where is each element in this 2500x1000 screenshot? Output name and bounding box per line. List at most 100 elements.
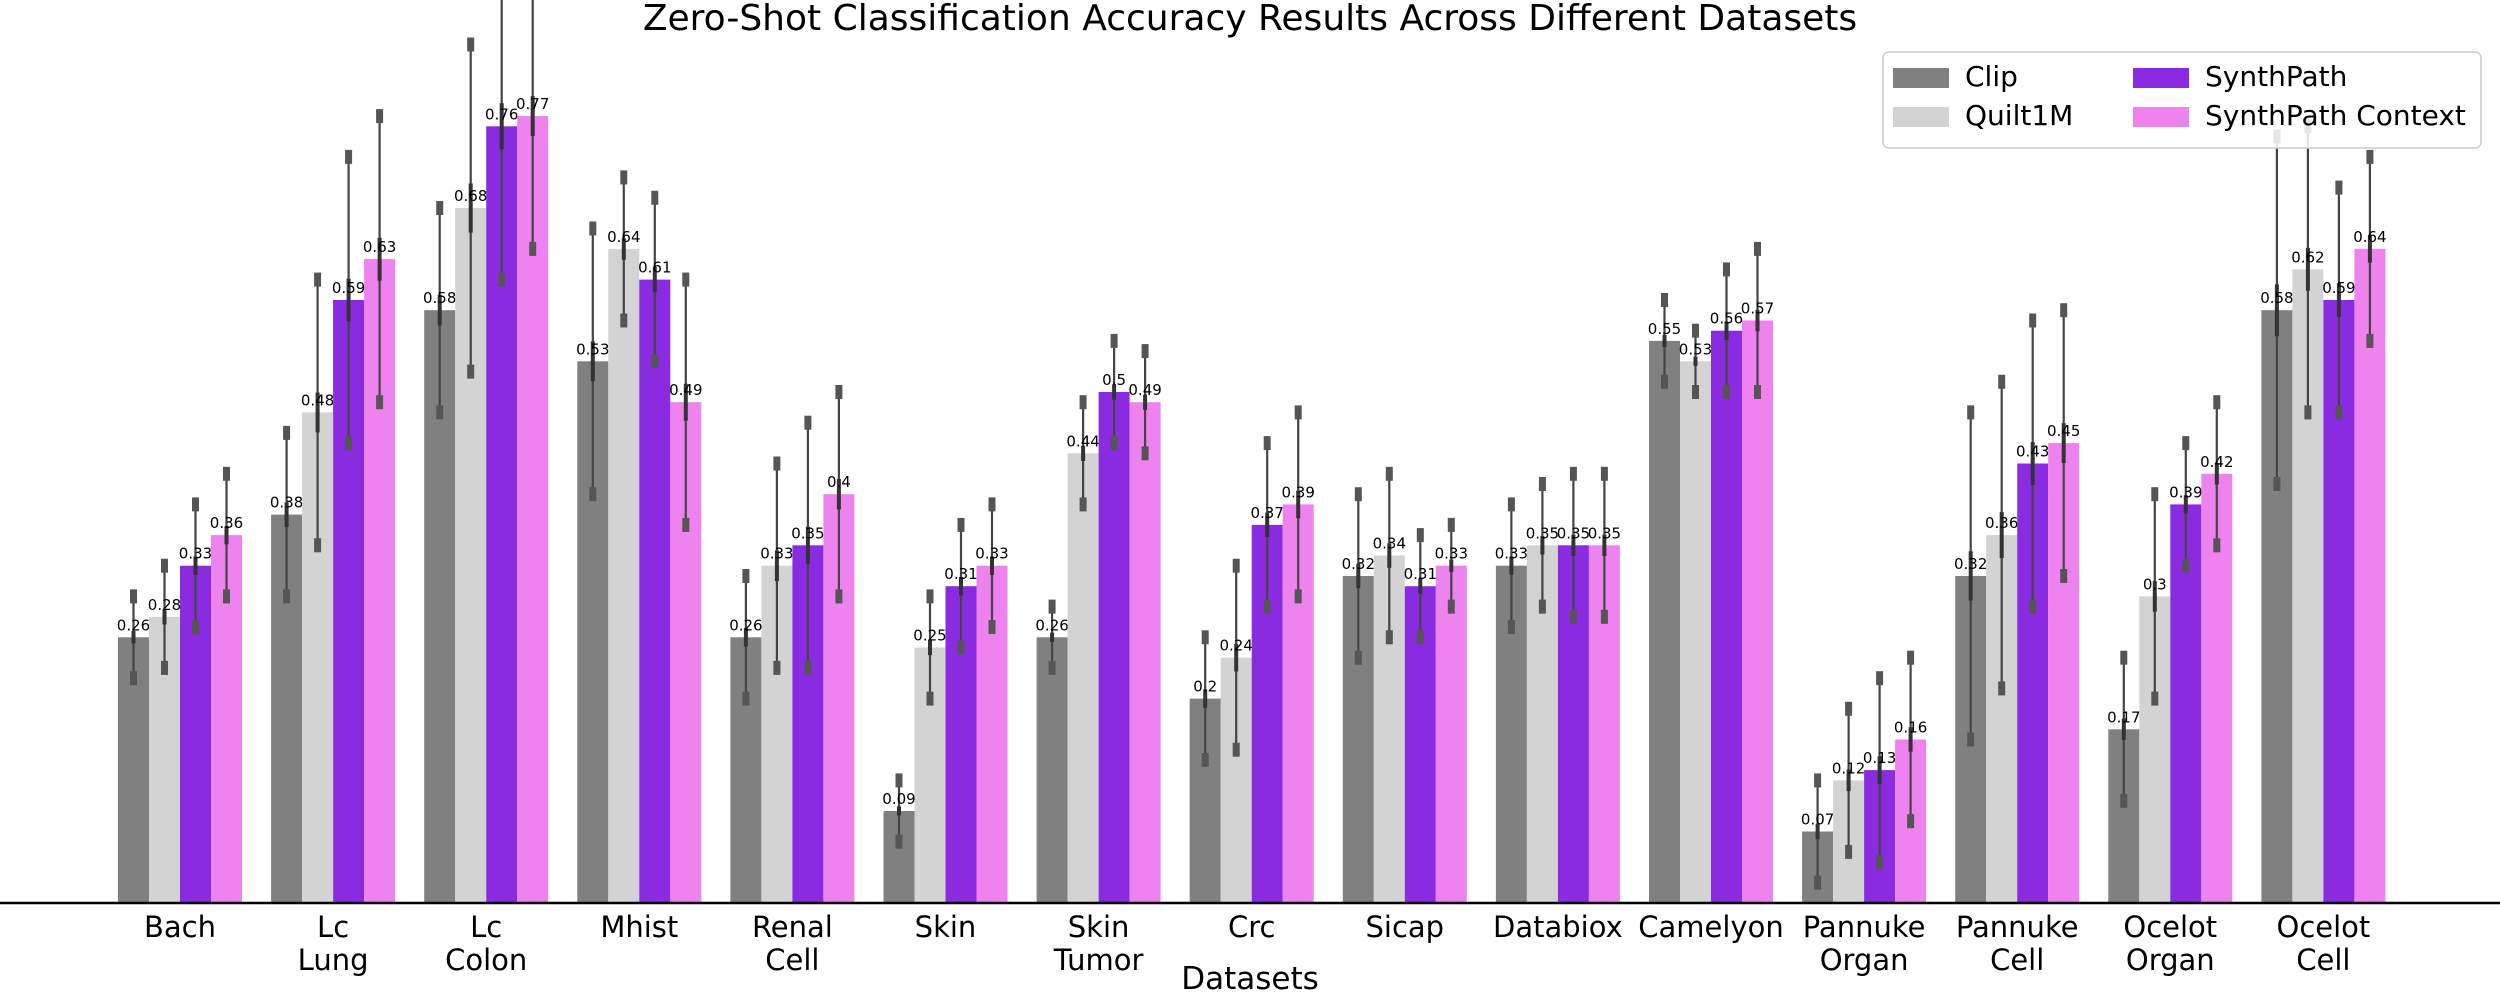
x-tick-label-pannuke-cell-1: Cell: [1990, 943, 2044, 977]
error-cap-top-lc-lung-0: [283, 425, 291, 440]
error-cap-top-bach-1: [161, 558, 168, 573]
x-tick-label-ocelot-cell-0: Ocelot: [2277, 910, 2371, 944]
error-cap-bottom-skin-2: [957, 640, 965, 655]
data-label-lc-colon-3: 0.77: [516, 95, 549, 113]
data-label-skin-3: 0.33: [975, 545, 1008, 563]
data-label-renal-cell-1: 0.33: [760, 545, 793, 563]
error-cap-bottom-pannuke-organ-0: [1814, 875, 1822, 890]
data-label-pannuke-organ-2: 0.13: [1863, 749, 1896, 767]
x-tick-label-lc-lung-1: Lung: [298, 943, 369, 977]
error-cap-bottom-ocelot-cell-1: [2304, 405, 2312, 420]
error-cap-top-lc-colon-1: [467, 37, 475, 52]
error-cap-bottom-databiox-1: [1538, 599, 1546, 614]
error-cap-bottom-ocelot-organ-1: [2151, 691, 2159, 706]
error-cap-top-sicap-3: [1447, 517, 1455, 532]
x-tick-label-skin-0: Skin: [915, 910, 977, 944]
error-cap-bottom-lc-colon-3: [529, 241, 537, 256]
error-cap-top-bach-3: [223, 466, 230, 481]
x-tick-label-lc-colon-1: Colon: [445, 943, 527, 977]
error-cap-top-lc-lung-3: [376, 109, 384, 124]
error-cap-top-pannuke-organ-0: [1814, 773, 1822, 788]
data-label-camelyon-0: 0.55: [1648, 320, 1681, 338]
legend-label-1: Quilt1M: [1965, 99, 2073, 132]
bar-ocelot-cell-3: [2354, 248, 2386, 903]
error-cap-top-ocelot-organ-2: [2182, 436, 2190, 451]
error-cap-top-skin-tumor-1: [1079, 395, 1087, 410]
error-cap-top-pannuke-cell-3: [2060, 303, 2068, 318]
data-label-skin-tumor-0: 0.26: [1035, 616, 1068, 634]
error-cap-bottom-camelyon-1: [1692, 385, 1699, 399]
data-label-ocelot-organ-0: 0.17: [2107, 708, 2140, 726]
data-label-pannuke-cell-2: 0.43: [2016, 443, 2049, 461]
x-tick-label-sicap-0: Sicap: [1366, 910, 1445, 944]
error-cap-bottom-lc-colon-2: [498, 272, 506, 287]
bar-skin-tumor-1: [1067, 453, 1099, 903]
error-cap-top-camelyon-2: [1723, 262, 1730, 277]
x-tick-label-renal-cell-1: Cell: [765, 943, 819, 977]
error-cap-top-skin-0: [895, 773, 903, 788]
error-cap-bottom-renal-cell-1: [773, 660, 781, 675]
data-label-ocelot-cell-0: 0.58: [2260, 289, 2293, 307]
error-cap-bottom-pannuke-organ-2: [1876, 855, 1884, 870]
error-cap-top-pannuke-cell-2: [2029, 313, 2037, 328]
data-label-renal-cell-2: 0.35: [791, 524, 824, 542]
data-label-lc-lung-1: 0.48: [301, 391, 334, 409]
bar-sicap-3: [1435, 565, 1467, 903]
error-cap-bottom-camelyon-3: [1754, 385, 1761, 399]
error-cap-bottom-skin-tumor-1: [1079, 497, 1087, 512]
error-cap-bottom-ocelot-cell-0: [2273, 477, 2281, 491]
data-label-pannuke-cell-0: 0.32: [1954, 555, 1987, 573]
error-cap-top-crc-2: [1263, 436, 1271, 451]
data-label-databiox-0: 0.33: [1495, 545, 1528, 563]
x-tick-label-bach-0: Bach: [144, 910, 216, 944]
data-label-camelyon-1: 0.53: [1679, 340, 1712, 358]
data-label-pannuke-organ-0: 0.07: [1801, 811, 1834, 829]
error-cap-top-databiox-3: [1600, 466, 1608, 481]
error-cap-bottom-renal-cell-0: [742, 691, 750, 706]
error-cap-top-camelyon-0: [1661, 293, 1668, 307]
error-cap-bottom-skin-tumor-0: [1048, 660, 1056, 675]
error-cap-bottom-bach-2: [192, 620, 199, 635]
error-cap-top-skin-tumor-2: [1110, 333, 1118, 348]
error-cap-bottom-ocelot-cell-3: [2366, 333, 2374, 348]
error-cap-top-crc-0: [1201, 630, 1209, 645]
data-label-crc-2: 0.37: [1250, 504, 1283, 522]
x-tick-label-pannuke-organ-0: Pannuke: [1803, 910, 1926, 944]
data-label-renal-cell-3: 0.4: [827, 473, 851, 491]
error-cap-bottom-mhist-0: [589, 487, 597, 502]
error-cap-top-databiox-0: [1507, 497, 1515, 512]
error-cap-top-skin-1: [926, 589, 934, 604]
legend-label-2: SynthPath: [2205, 60, 2347, 93]
error-cap-bottom-pannuke-cell-2: [2029, 599, 2037, 614]
error-cap-bottom-pannuke-cell-0: [1967, 732, 1975, 747]
x-axis-label: Datasets: [1181, 961, 1319, 997]
error-cap-bottom-lc-lung-3: [376, 395, 384, 410]
legend-label-0: Clip: [1965, 60, 2018, 93]
data-label-crc-0: 0.2: [1193, 678, 1217, 696]
error-cap-top-pannuke-organ-1: [1845, 701, 1853, 716]
error-cap-bottom-skin-tumor-2: [1110, 436, 1118, 451]
data-label-crc-3: 0.39: [1281, 483, 1314, 501]
error-cap-bottom-renal-cell-3: [835, 589, 843, 604]
error-cap-bottom-skin-tumor-3: [1141, 446, 1149, 461]
error-cap-bottom-bach-3: [223, 589, 230, 604]
x-tick-label-lc-lung-0: Lc: [317, 910, 349, 944]
error-cap-bottom-lc-lung-0: [283, 589, 291, 604]
error-cap-bottom-sicap-3: [1447, 599, 1455, 614]
error-cap-bottom-camelyon-0: [1661, 374, 1668, 389]
error-cap-bottom-lc-colon-0: [436, 405, 444, 420]
bar-camelyon-1: [1680, 361, 1711, 903]
error-cap-top-skin-3: [988, 497, 996, 512]
data-label-skin-2: 0.31: [944, 565, 977, 583]
error-cap-bottom-mhist-2: [651, 354, 659, 369]
bar-camelyon-0: [1649, 340, 1680, 903]
legend-label-3: SynthPath Context: [2205, 99, 2466, 132]
error-cap-bottom-mhist-1: [620, 313, 628, 328]
data-label-ocelot-cell-2: 0.59: [2322, 279, 2355, 297]
data-label-pannuke-cell-1: 0.36: [1985, 514, 2018, 532]
error-cap-top-renal-cell-3: [835, 385, 843, 399]
error-cap-bottom-crc-2: [1263, 599, 1271, 614]
data-label-ocelot-organ-1: 0.3: [2143, 575, 2167, 593]
